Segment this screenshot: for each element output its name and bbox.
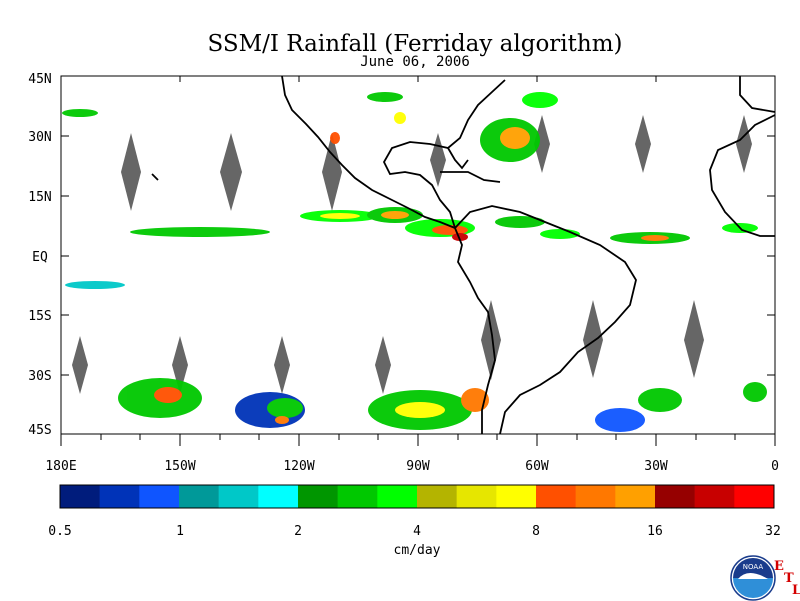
rain-patch bbox=[154, 387, 182, 403]
lon-label-30w: 30W bbox=[644, 459, 668, 474]
colorbar-label-2: 2 bbox=[294, 524, 302, 539]
rain-patch bbox=[395, 402, 445, 418]
rain-patch bbox=[452, 233, 468, 241]
data-gap bbox=[375, 336, 391, 394]
coastline-gulf bbox=[382, 79, 506, 229]
colorbar-unit: cm/day bbox=[394, 543, 441, 558]
lon-label-120w: 120W bbox=[283, 459, 314, 474]
colorbar-swatch bbox=[377, 485, 418, 508]
data-gap-diamonds bbox=[72, 115, 752, 394]
lat-label-15s: 15S bbox=[28, 309, 51, 324]
coastline-europe bbox=[739, 76, 776, 113]
colorbar-swatch bbox=[99, 485, 140, 508]
lat-label-15n: 15N bbox=[28, 190, 51, 205]
etl-letter-t: T bbox=[784, 571, 794, 586]
colorbar-swatch bbox=[734, 485, 775, 508]
data-gap bbox=[322, 133, 342, 211]
colorbar-ticks: 0.5 1 2 4 8 16 32 bbox=[48, 524, 781, 539]
lat-label-eq: EQ bbox=[32, 250, 48, 265]
data-gap bbox=[172, 336, 188, 394]
coastline-hawaii bbox=[151, 173, 159, 181]
rain-patch bbox=[381, 211, 409, 219]
colorbar bbox=[59, 484, 775, 509]
etl-letter-e: E bbox=[774, 559, 784, 574]
data-gap bbox=[121, 133, 141, 211]
colorbar-swatch bbox=[179, 485, 219, 508]
colorbar-swatch bbox=[694, 485, 735, 508]
coastline-florida bbox=[447, 147, 469, 170]
rain-patch bbox=[320, 213, 360, 219]
rain-patch bbox=[641, 235, 669, 241]
rain-patch bbox=[500, 127, 530, 149]
colorbar-swatch bbox=[139, 485, 180, 508]
data-gap bbox=[220, 133, 242, 211]
coastline-caribbean bbox=[440, 171, 501, 183]
data-gap bbox=[534, 115, 550, 173]
coastline-north-america bbox=[281, 75, 456, 229]
colorbar-swatch bbox=[536, 485, 576, 508]
rain-patch bbox=[743, 382, 767, 402]
rain-patch bbox=[522, 92, 558, 108]
coastline-south-america bbox=[454, 205, 637, 435]
rain-patch bbox=[367, 92, 403, 102]
rain-patch bbox=[432, 225, 468, 235]
colorbar-label-1: 1 bbox=[176, 524, 184, 539]
lon-label-60w: 60W bbox=[525, 459, 549, 474]
lon-label-0: 0 bbox=[771, 459, 779, 474]
rain-patch bbox=[62, 109, 98, 117]
colorbar-border bbox=[59, 484, 775, 509]
colorbar-swatch bbox=[218, 485, 259, 508]
data-gap bbox=[684, 300, 704, 378]
colorbar-swatch bbox=[298, 485, 338, 508]
rain-patch bbox=[275, 416, 289, 424]
noaa-logo-text: NOAA bbox=[743, 563, 764, 571]
colorbar-swatch bbox=[456, 485, 497, 508]
colorbar-swatch bbox=[575, 485, 616, 508]
data-gap bbox=[635, 115, 651, 173]
rain-patch bbox=[495, 216, 545, 228]
rain-patch bbox=[394, 112, 406, 124]
colorbar-swatch bbox=[496, 485, 537, 508]
colorbar-swatch bbox=[655, 485, 695, 508]
lon-axis: 180E 150W 120W 90W 60W 30W 0 bbox=[45, 76, 779, 474]
lat-label-45s: 45S bbox=[28, 423, 51, 438]
coastline-africa bbox=[709, 114, 776, 237]
lon-label-180e: 180E bbox=[45, 459, 76, 474]
map-date: June 06, 2006 bbox=[360, 54, 470, 70]
etl-letter-l: L bbox=[792, 583, 800, 598]
rain-patch bbox=[330, 132, 340, 144]
colorbar-swatch bbox=[615, 485, 656, 508]
map-title: SSM/I Rainfall (Ferriday algorithm) bbox=[207, 31, 623, 57]
lat-label-30n: 30N bbox=[28, 130, 51, 145]
colorbar-swatch bbox=[258, 485, 299, 508]
colorbar-label-16: 16 bbox=[647, 524, 663, 539]
noaa-logo: NOAA bbox=[730, 555, 776, 601]
coastlines bbox=[151, 75, 776, 435]
rain-patch bbox=[267, 398, 303, 418]
data-gap bbox=[736, 115, 752, 173]
colorbar-swatch bbox=[337, 485, 378, 508]
lat-label-45n: 45N bbox=[28, 72, 51, 87]
colorbar-label-0-5: 0.5 bbox=[48, 524, 71, 539]
data-gap bbox=[481, 300, 501, 380]
rain-patch bbox=[461, 388, 489, 412]
lat-label-30s: 30S bbox=[28, 369, 51, 384]
colorbar-label-4: 4 bbox=[413, 524, 421, 539]
data-gap bbox=[583, 300, 603, 378]
coastline-south-america-west bbox=[454, 227, 496, 434]
lat-axis: 45N 30N 15N EQ 15S 30S 45S bbox=[28, 72, 775, 438]
lon-label-150w: 150W bbox=[164, 459, 195, 474]
colorbar-label-32: 32 bbox=[765, 524, 781, 539]
rain-patch bbox=[638, 388, 682, 412]
colorbar-swatch bbox=[60, 485, 100, 508]
colorbar-swatch bbox=[417, 485, 457, 508]
rain-patch bbox=[65, 281, 125, 289]
data-gap bbox=[72, 336, 88, 394]
data-gap bbox=[274, 336, 290, 394]
colorbar-label-8: 8 bbox=[532, 524, 540, 539]
lon-label-90w: 90W bbox=[406, 459, 430, 474]
rain-patch bbox=[595, 408, 645, 432]
rain-patch bbox=[130, 227, 270, 237]
